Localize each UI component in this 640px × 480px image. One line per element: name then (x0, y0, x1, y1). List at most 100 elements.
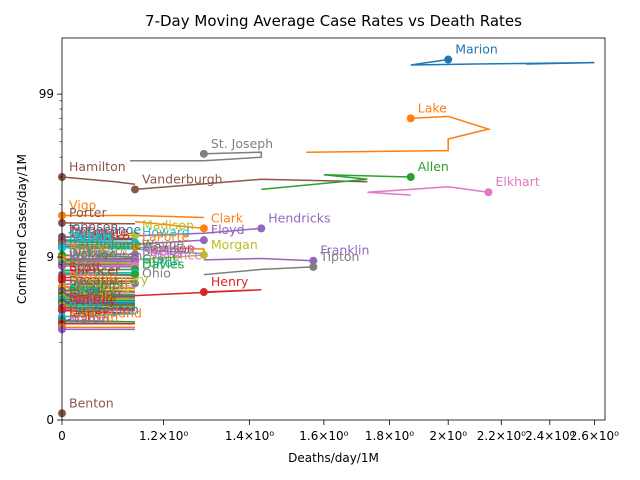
trail-56 (61, 299, 136, 303)
label-0: Marion (455, 42, 498, 57)
label-26: Franklin (320, 243, 369, 258)
trail-58 (61, 302, 136, 306)
label-24: Bartholomew (69, 237, 152, 252)
trail-7 (62, 214, 204, 219)
label-8: Porter (69, 205, 107, 220)
label-47: Montgomery (69, 272, 149, 287)
trail-41 (61, 273, 136, 277)
label-71: Benton (69, 395, 114, 410)
label-18: LaPorte (142, 229, 189, 244)
trail-54 (61, 297, 136, 301)
trail-61 (61, 306, 136, 310)
label-49: Henry (211, 274, 249, 289)
label-21: Dubois (69, 229, 112, 244)
trail-50 (61, 292, 136, 296)
x-tick-label-6: 2.2×10⁰ (477, 429, 526, 443)
label-6: Elkhart (495, 174, 539, 189)
label-11: Madison (142, 217, 194, 232)
trail-23 (134, 254, 204, 261)
label-67: Switzerland (69, 306, 142, 321)
trail-44 (61, 282, 136, 286)
label-32: Shelby (142, 243, 185, 258)
label-15: Delaware (69, 224, 128, 239)
trail-34 (61, 262, 136, 266)
point-44 (131, 279, 140, 288)
label-1: Lake (418, 100, 447, 115)
trail-48 (61, 290, 136, 293)
trail-49 (134, 289, 262, 297)
label-12: Johnson (68, 219, 118, 234)
trail-57 (61, 301, 136, 305)
label-54: Hendricks (69, 280, 131, 295)
y-axis-label: Confirmed Cases/day/1M (15, 154, 29, 304)
label-13: Tippecanoe (68, 222, 141, 237)
y-tick-label-1: 9 (46, 250, 54, 264)
trail-0 (410, 58, 595, 66)
label-43: Spencer (69, 262, 121, 277)
point-40 (131, 270, 140, 279)
x-tick-label-3: 1.6×10⁰ (299, 429, 348, 443)
trail-lines (61, 58, 595, 331)
label-46: Putnam (69, 270, 117, 285)
label-55: Owen (69, 281, 105, 296)
trail-39 (61, 271, 136, 274)
label-34: Wabash (69, 246, 118, 261)
trail-52 (61, 294, 136, 298)
label-3: Hamilton (69, 159, 126, 174)
trail-9 (134, 220, 204, 230)
point-4 (131, 185, 140, 194)
label-22: Elkhart (69, 230, 113, 245)
trail-63 (61, 309, 136, 315)
trail-47 (61, 289, 136, 292)
label-35: Jackson (68, 247, 117, 262)
label-19: Monroe (69, 228, 116, 243)
label-7: Vigo (69, 197, 96, 212)
label-31: Noble (69, 243, 105, 258)
label-10: Hendricks (268, 210, 330, 225)
trail-37 (61, 264, 136, 267)
trail-60 (61, 305, 136, 309)
x-tick-label-1: 1.2×10⁰ (139, 429, 188, 443)
label-39: Fulton (142, 255, 180, 270)
trail-3 (61, 176, 136, 185)
trail-6 (367, 186, 489, 196)
label-16: Howard (142, 224, 190, 239)
label-27: Tipton (319, 249, 359, 264)
trail-19 (61, 245, 136, 248)
label-33: Dearborn (69, 244, 128, 259)
label-23: Morgan (211, 237, 258, 252)
trail-29 (61, 257, 136, 261)
x-tick-label-0: 0 (58, 429, 66, 443)
trail-62 (61, 308, 136, 312)
trail-16 (61, 240, 136, 244)
point-5 (406, 172, 415, 181)
trail-42 (61, 276, 136, 280)
label-20: Kosciusko (69, 229, 130, 244)
label-17: Clinton (69, 226, 113, 241)
label-68: Jasper (68, 306, 108, 321)
label-29: Harrison (142, 240, 195, 255)
x-tick-label-2: 1.4×10⁰ (225, 429, 274, 443)
label-9: Clark (211, 210, 244, 225)
label-50: Jay (68, 275, 88, 290)
x-tick-label-4: 1.8×10⁰ (365, 429, 414, 443)
label-65: Huntington (69, 302, 139, 317)
label-30: Hancock (142, 242, 196, 257)
label-59: Greene (69, 287, 115, 302)
label-44: Ohio (142, 265, 171, 280)
label-5: Allen (418, 159, 449, 174)
trail-10 (134, 227, 262, 237)
trail-46 (61, 286, 136, 290)
x-tick-label-5: 2×10⁰ (429, 429, 467, 443)
trail-13 (61, 238, 136, 241)
point-0 (444, 55, 453, 64)
trail-12 (61, 236, 136, 240)
point-27 (309, 262, 318, 271)
trail-27 (203, 266, 314, 276)
label-4: Vanderburgh (142, 171, 223, 186)
label-28: Boone (69, 240, 109, 255)
point-49 (199, 288, 208, 297)
x-axis-label: Deaths/day/1M (288, 451, 379, 465)
x-tick-label-7: 2.4×10⁰ (525, 429, 574, 443)
